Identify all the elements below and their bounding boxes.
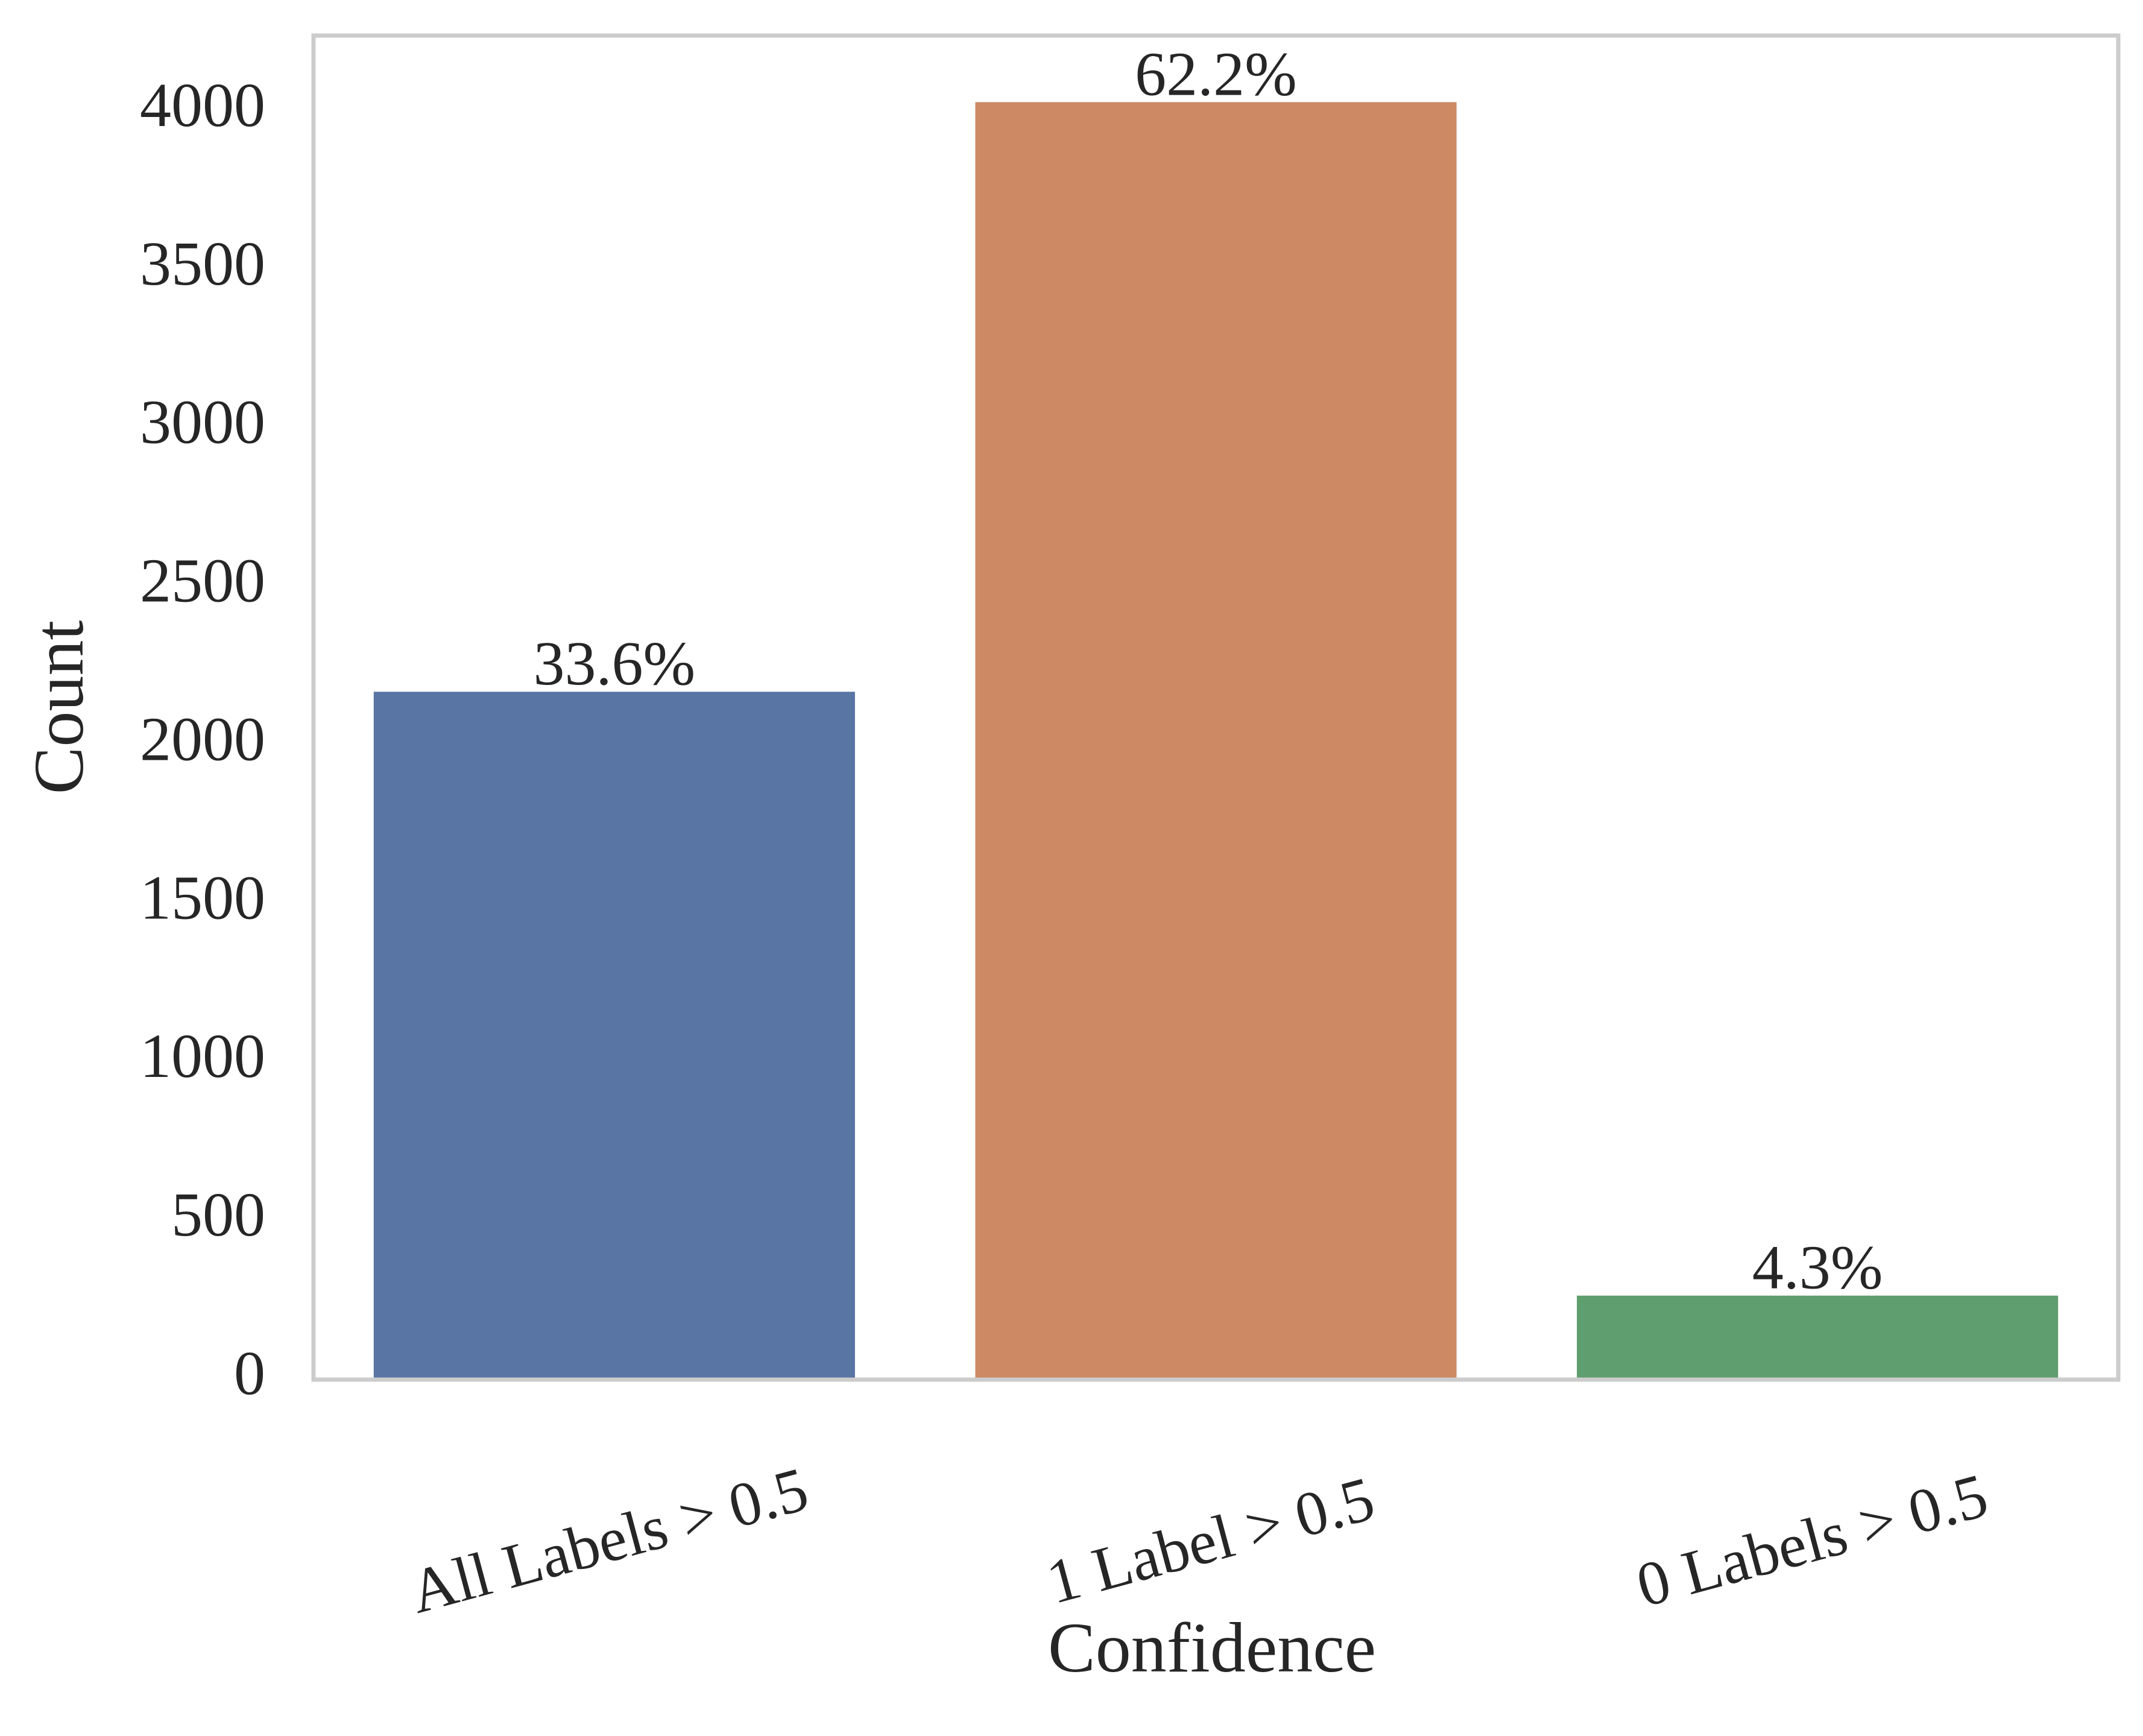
bar [975, 102, 1457, 1380]
x-tick-label: 1 Label > 0.5 [1040, 1463, 1381, 1617]
y-tick-label: 3500 [140, 229, 265, 298]
bar [373, 692, 855, 1380]
y-tick-label: 1500 [140, 863, 265, 932]
y-tick-label: 1000 [140, 1021, 265, 1091]
y-tick-label: 3000 [140, 388, 265, 457]
x-tick-label: 0 Labels > 0.5 [1630, 1460, 1995, 1620]
plot-frame [311, 33, 2121, 1382]
y-tick-label: 2500 [140, 546, 265, 616]
bar [1577, 1295, 2059, 1380]
x-tick-label: All Labels > 0.5 [403, 1454, 815, 1627]
bar-annotation: 62.2% [1135, 39, 1297, 109]
y-tick-label: 0 [234, 1339, 265, 1408]
y-tick-label: 4000 [140, 71, 265, 140]
y-axis-label: Count [19, 620, 98, 795]
x-axis-label: Confidence [1048, 1608, 1376, 1687]
bar-annotation: 4.3% [1752, 1233, 1883, 1302]
bar-annotation: 33.6% [534, 629, 696, 698]
y-tick-label: 2000 [140, 704, 265, 774]
y-tick-label: 500 [171, 1180, 265, 1249]
